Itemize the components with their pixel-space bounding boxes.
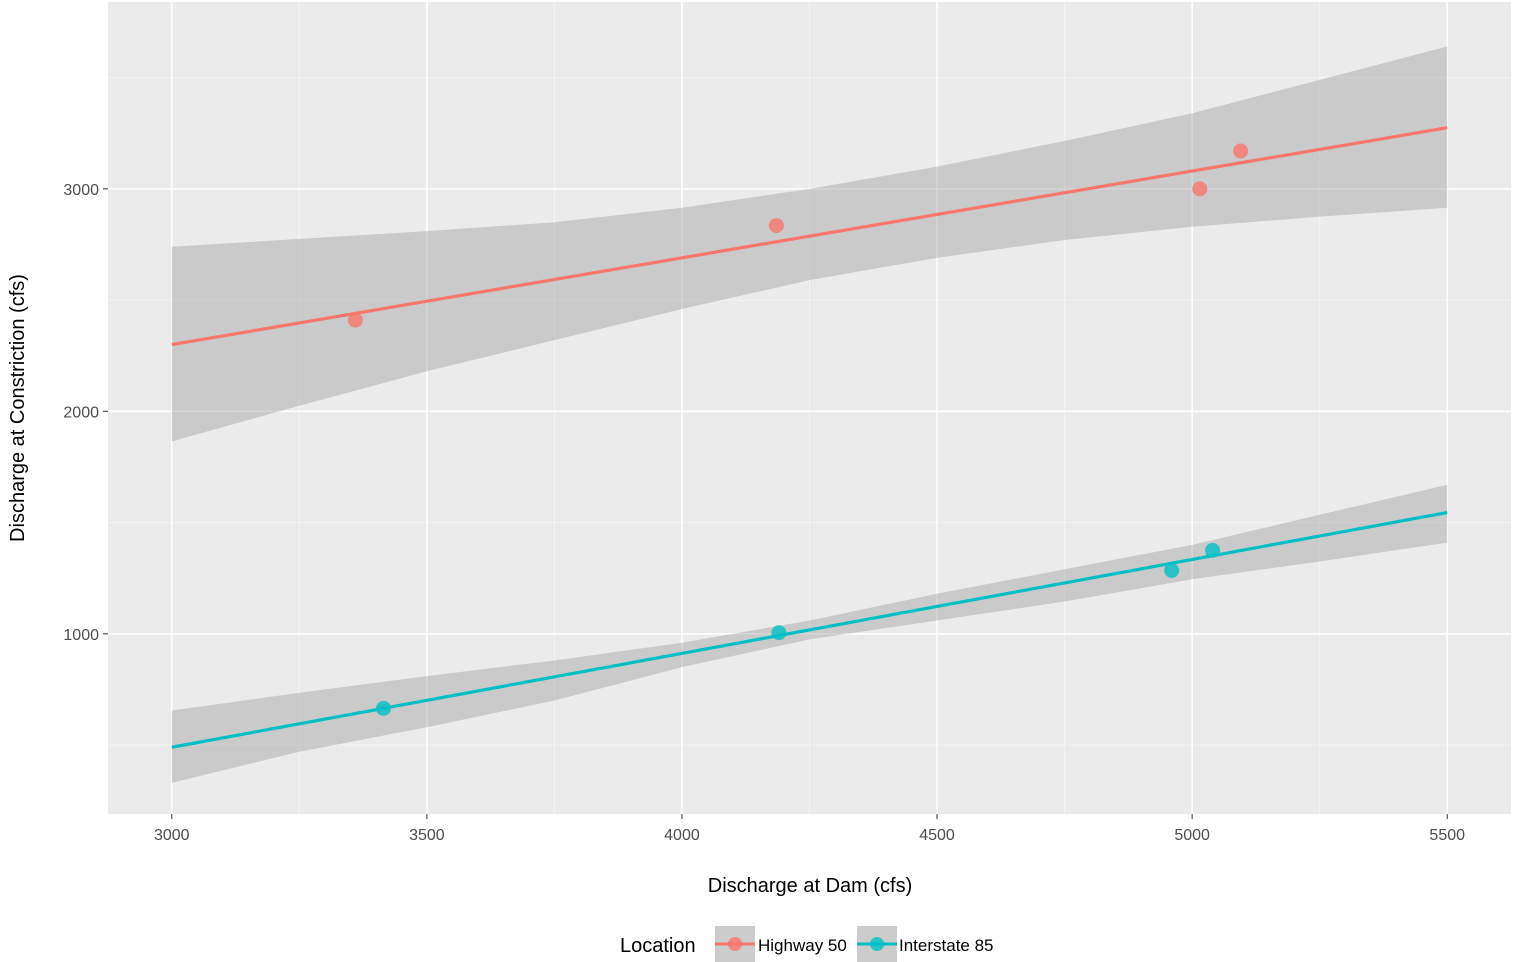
data-points bbox=[347, 143, 1249, 716]
minor-gridlines bbox=[108, 2, 1511, 814]
legend-item-highway-50: Highway 50 bbox=[715, 926, 847, 962]
legend-key-point-highway-50 bbox=[728, 937, 742, 951]
y-axis-title: Discharge at Constriction (cfs) bbox=[7, 274, 29, 542]
x-tick-label: 3500 bbox=[409, 827, 445, 844]
legend-key-point-interstate-85 bbox=[870, 937, 884, 951]
y-tick-label: 2000 bbox=[63, 404, 99, 421]
data-point-interstate-85 bbox=[375, 700, 391, 716]
x-axis-title: Discharge at Dam (cfs) bbox=[708, 875, 913, 897]
y-tick-label: 1000 bbox=[63, 627, 99, 644]
fit-line-highway-50 bbox=[171, 126, 1448, 347]
legend: Location Highway 50 Interstate 85 bbox=[620, 926, 994, 962]
data-point-highway-50 bbox=[1192, 181, 1208, 197]
data-point-highway-50 bbox=[347, 312, 363, 328]
confidence-bands bbox=[171, 46, 1448, 783]
data-point-highway-50 bbox=[1233, 143, 1249, 159]
data-point-interstate-85 bbox=[1205, 542, 1221, 558]
y-tick-label: 3000 bbox=[63, 182, 99, 199]
x-tick-label: 5500 bbox=[1429, 827, 1465, 844]
x-axis-ticks: 3000 3500 4000 4500 5000 5500 bbox=[154, 814, 1465, 844]
legend-label-interstate-85: Interstate 85 bbox=[899, 936, 994, 955]
major-gridlines bbox=[108, 2, 1511, 814]
x-tick-label: 4500 bbox=[919, 827, 955, 844]
legend-title: Location bbox=[620, 935, 696, 957]
x-tick-label: 5000 bbox=[1174, 827, 1210, 844]
data-point-highway-50 bbox=[768, 218, 784, 234]
legend-label-highway-50: Highway 50 bbox=[758, 936, 847, 955]
legend-item-interstate-85: Interstate 85 bbox=[857, 926, 994, 962]
y-axis-ticks: 1000 2000 3000 bbox=[63, 182, 108, 644]
data-point-interstate-85 bbox=[771, 625, 787, 641]
confidence-band-highway-50 bbox=[171, 46, 1448, 442]
data-point-interstate-85 bbox=[1164, 562, 1180, 578]
confidence-band-interstate-85 bbox=[171, 484, 1448, 783]
x-tick-label: 3000 bbox=[154, 827, 190, 844]
x-tick-label: 4000 bbox=[664, 827, 700, 844]
